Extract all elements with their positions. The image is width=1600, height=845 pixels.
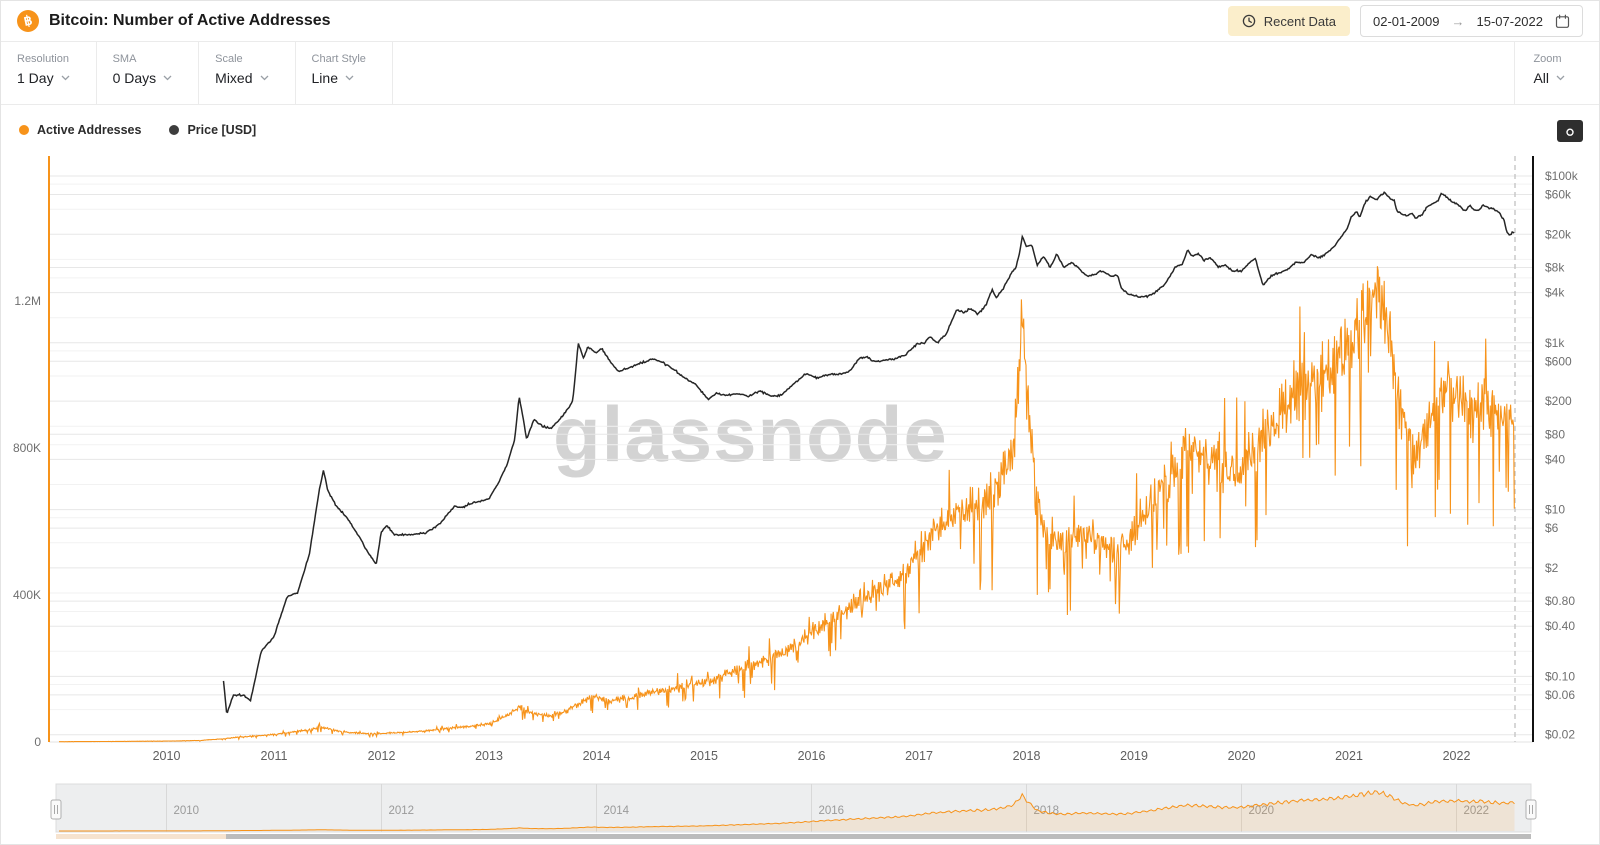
- legend-item-active-addresses[interactable]: Active Addresses: [19, 123, 141, 137]
- x-axis-year-label: 2015: [690, 749, 718, 763]
- calendar-icon[interactable]: [1555, 14, 1570, 29]
- x-axis-year-label: 2010: [153, 749, 181, 763]
- right-axis-tick-label: $40: [1545, 452, 1565, 466]
- right-axis-tick-label: $10: [1545, 503, 1565, 517]
- date-to-value[interactable]: 15-07-2022: [1476, 13, 1544, 29]
- date-range-arrow-icon: →: [1451, 13, 1465, 29]
- navigator-year-label: 2012: [389, 805, 415, 817]
- x-axis-year-label: 2016: [798, 749, 826, 763]
- x-axis-year-label: 2018: [1013, 749, 1041, 763]
- chart-style-label: Chart Style: [311, 53, 366, 65]
- date-from-value[interactable]: 02-01-2009: [1373, 13, 1440, 29]
- left-axis-tick-label: 0: [34, 735, 41, 749]
- resolution-label: Resolution: [17, 53, 69, 65]
- navigator-series-fill: [59, 790, 1515, 831]
- x-axis-year-label: 2021: [1335, 749, 1363, 763]
- navigator-year-label: 2022: [1464, 805, 1490, 817]
- x-axis-year-label: 2014: [583, 749, 611, 763]
- right-axis-tick-label: $6: [1545, 521, 1559, 535]
- page-title: Bitcoin: Number of Active Addresses: [49, 12, 331, 29]
- screenshot-button[interactable]: [1557, 120, 1583, 142]
- chevron-down-icon: [345, 75, 354, 81]
- navigator-series-line: [59, 790, 1515, 832]
- right-axis-tick-label: $80: [1545, 427, 1565, 441]
- zoom-select[interactable]: Zoom All: [1514, 42, 1599, 104]
- chevron-down-icon: [260, 75, 268, 81]
- navigator[interactable]: 2010 2012 2014 2016 2018 2020 2022: [50, 783, 1537, 839]
- chevron-down-icon: [61, 75, 70, 81]
- toolbar: Resolution 1 Day SMA 0 Days Scale Mixed …: [1, 42, 1599, 105]
- right-axis-tick-label: $0.06: [1545, 688, 1575, 702]
- chevron-down-icon: [1556, 75, 1565, 81]
- chart-legend: Active Addresses Price [USD]: [1, 105, 1599, 155]
- navigator-right-handle[interactable]: [1525, 799, 1537, 820]
- price-series-line: [222, 191, 1515, 714]
- right-axis-tick-label: $200: [1545, 394, 1572, 408]
- x-axis-year-label: 2013: [475, 749, 503, 763]
- right-axis-tick-label: $20k: [1545, 227, 1572, 241]
- x-axis-year-label: 2020: [1228, 749, 1256, 763]
- right-axis-tick-label: $0.80: [1545, 594, 1575, 608]
- scrollbar-track[interactable]: [56, 834, 226, 839]
- right-axis-tick-label: $0.02: [1545, 728, 1575, 742]
- chart-style-select[interactable]: Chart Style Line: [296, 42, 393, 104]
- clock-icon: [1242, 14, 1255, 28]
- right-axis-tick-label: $600: [1545, 354, 1572, 368]
- active-addresses-series-line: [59, 266, 1515, 743]
- navigator-left-handle[interactable]: [50, 799, 62, 820]
- right-axis-tick-label: $1k: [1545, 336, 1565, 350]
- legend-item-price[interactable]: Price [USD]: [169, 123, 256, 137]
- resolution-value: 1 Day: [17, 70, 54, 86]
- zoom-value: All: [1533, 70, 1549, 86]
- right-axis-tick-label: $0.40: [1545, 619, 1575, 633]
- camera-icon: [1562, 125, 1578, 137]
- right-axis-tick-label: $2: [1545, 561, 1559, 575]
- x-axis-year-label: 2012: [368, 749, 396, 763]
- sma-label: SMA: [112, 53, 137, 65]
- header-right: Recent Data 02-01-2009 → 15-07-2022: [1227, 5, 1583, 37]
- navigator-track[interactable]: [55, 783, 1532, 833]
- x-axis-year-label: 2017: [905, 749, 933, 763]
- resolution-select[interactable]: Resolution 1 Day: [1, 42, 97, 104]
- legend-marker-active-addresses: [19, 125, 29, 135]
- left-axis-tick-label: 800K: [13, 441, 41, 455]
- legend-label-active-addresses: Active Addresses: [37, 123, 142, 137]
- date-range-picker[interactable]: 02-01-2009 → 15-07-2022: [1360, 5, 1583, 37]
- recent-data-label: Recent Data: [1263, 13, 1336, 29]
- zoom-label: Zoom: [1533, 53, 1562, 65]
- bitcoin-icon: ฿: [17, 10, 39, 32]
- x-axis-year-label: 2011: [261, 749, 288, 763]
- navigator-year-label: 2016: [819, 805, 845, 817]
- scale-label: Scale: [215, 53, 243, 65]
- scale-select[interactable]: Scale Mixed: [199, 42, 296, 104]
- scale-value: Mixed: [215, 70, 253, 86]
- navigator-year-label: 2010: [174, 805, 200, 817]
- header: ฿ Bitcoin: Number of Active Addresses Re…: [1, 1, 1599, 42]
- x-axis-year-label: 2022: [1443, 749, 1471, 763]
- sma-value: 0 Days: [112, 70, 157, 86]
- x-axis-year-label: 2019: [1120, 749, 1148, 763]
- right-axis-tick-label: $8k: [1545, 261, 1565, 275]
- left-axis-tick-label: 1.2M: [14, 294, 41, 308]
- left-axis-tick-label: 400K: [13, 588, 41, 602]
- right-axis-tick-label: $0.10: [1545, 669, 1575, 683]
- sma-select[interactable]: SMA 0 Days: [97, 42, 200, 104]
- chart-style-value: Line: [311, 70, 338, 86]
- right-axis-tick-label: $60k: [1545, 188, 1572, 202]
- scrollbar-thumb[interactable]: [226, 834, 1531, 839]
- right-axis-tick-label: $100k: [1545, 169, 1579, 183]
- legend-label-price: Price [USD]: [187, 123, 257, 137]
- navigator-year-label: 2020: [1249, 805, 1275, 817]
- right-axis-tick-label: $4k: [1545, 286, 1565, 300]
- recent-data-button[interactable]: Recent Data: [1227, 6, 1350, 36]
- legend-marker-price: [169, 125, 180, 135]
- navigator-year-label: 2014: [604, 805, 630, 817]
- chevron-down-icon: [163, 75, 172, 81]
- navigator-year-label: 2018: [1034, 805, 1060, 817]
